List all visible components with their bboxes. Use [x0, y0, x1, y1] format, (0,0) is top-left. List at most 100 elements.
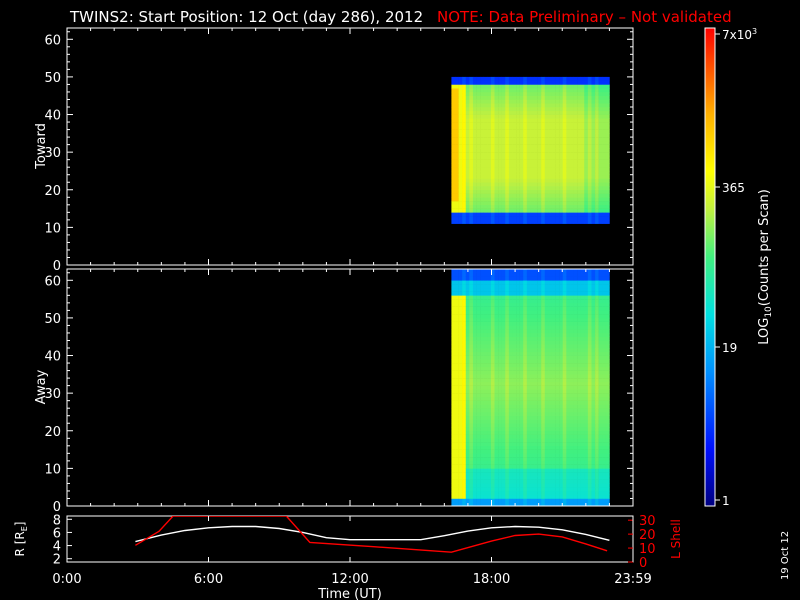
- heatmap-cell: [577, 163, 581, 168]
- heatmap-cell: [465, 348, 470, 353]
- heatmap-cell: [505, 351, 510, 356]
- heatmap-cell: [605, 325, 610, 330]
- heatmap-cell: [587, 321, 592, 326]
- heatmap-cell: [541, 107, 546, 112]
- heatmap-cell: [569, 276, 574, 281]
- heatmap-cell: [476, 434, 481, 439]
- heatmap-cell: [472, 430, 477, 435]
- heatmap-cell: [483, 329, 488, 334]
- heatmap-cell: [451, 125, 456, 130]
- heatmap-cell: [458, 336, 463, 341]
- heatmap-cell: [469, 438, 474, 443]
- heatmap-cell: [602, 272, 607, 277]
- heatmap-cell: [526, 178, 531, 183]
- heatmap-cell: [559, 408, 564, 413]
- heatmap-cell: [526, 340, 531, 345]
- heatmap-cell: [508, 137, 513, 142]
- heatmap-cell: [476, 460, 481, 465]
- heatmap-cell: [591, 336, 596, 341]
- heatmap-cell: [555, 103, 560, 108]
- heatmap-cell: [512, 122, 517, 127]
- heatmap-cell: [512, 306, 517, 311]
- heatmap-cell: [587, 457, 592, 462]
- heatmap-cell: [490, 91, 495, 97]
- heatmap-cell: [598, 332, 603, 338]
- heatmap-cell: [505, 174, 510, 179]
- heatmap-cell: [462, 216, 467, 221]
- heatmap-cell: [548, 276, 553, 281]
- heatmap-cell: [562, 114, 567, 119]
- heatmap-cell: [498, 498, 502, 503]
- heatmap-cell: [494, 329, 499, 334]
- heatmap-cell: [508, 363, 513, 368]
- heatmap-cell: [490, 370, 495, 375]
- heatmap-cell: [544, 84, 549, 89]
- orbit-right-tick-label: 30: [639, 514, 656, 529]
- heatmap-cell: [494, 430, 499, 435]
- heatmap-cell: [490, 430, 495, 435]
- heatmap-cell: [476, 306, 481, 311]
- heatmap-cell: [480, 385, 485, 390]
- heatmap-cell: [555, 189, 560, 194]
- colorbar-tick-label: 19: [722, 341, 737, 355]
- heatmap-cell: [451, 140, 456, 145]
- heatmap-cell: [573, 125, 578, 130]
- heatmap-cell: [516, 125, 520, 130]
- heatmap-cell: [519, 302, 524, 307]
- heatmap-cell: [476, 170, 481, 176]
- heatmap-cell: [494, 189, 499, 194]
- heatmap-cell: [530, 423, 535, 428]
- heatmap-cell: [465, 170, 470, 176]
- heatmap-cell: [595, 389, 599, 394]
- heatmap-cell: [569, 208, 574, 213]
- heatmap-cell: [595, 314, 599, 319]
- heatmap-cell: [526, 438, 531, 443]
- heatmap-cell: [595, 280, 599, 285]
- heatmap-cell: [569, 336, 574, 341]
- heatmap-cell: [487, 284, 492, 289]
- heatmap-cell: [458, 393, 463, 398]
- heatmap-cell: [591, 95, 596, 100]
- heatmap-cell: [519, 344, 524, 349]
- heatmap-cell: [523, 366, 528, 371]
- heatmap-cell: [501, 427, 506, 432]
- heatmap-cell: [487, 487, 492, 492]
- heatmap-cell: [472, 159, 477, 164]
- heatmap-cell: [501, 310, 506, 315]
- heatmap-cell: [469, 404, 474, 409]
- heatmap-cell: [451, 178, 456, 183]
- heatmap-cell: [480, 411, 485, 417]
- heatmap-cell: [548, 359, 553, 364]
- heatmap-cell: [605, 479, 610, 484]
- heatmap-cell: [569, 427, 574, 432]
- heatmap-cell: [472, 340, 477, 345]
- heatmap-cell: [451, 88, 456, 93]
- heatmap-cell: [551, 404, 556, 409]
- heatmap-cell: [562, 216, 567, 221]
- heatmap-cell: [526, 400, 531, 405]
- heatmap-cell: [605, 295, 610, 300]
- heatmap-cell: [559, 419, 564, 424]
- heatmap-cell: [508, 396, 513, 401]
- heatmap-cell: [591, 502, 596, 507]
- heatmap-cell: [562, 442, 567, 447]
- heatmap-cell: [569, 340, 574, 345]
- heatmap-cell: [602, 317, 607, 322]
- heatmap-cell: [472, 389, 477, 394]
- heatmap-cell: [476, 152, 481, 157]
- heatmap-cell: [602, 314, 607, 319]
- heatmap-cell: [469, 186, 474, 191]
- heatmap-cell: [455, 129, 459, 134]
- heatmap-cell: [501, 306, 506, 311]
- heatmap-cell: [476, 475, 481, 480]
- heatmap-cell: [534, 502, 538, 507]
- heatmap-cell: [551, 287, 556, 292]
- heatmap-cell: [544, 404, 549, 409]
- heatmap-cell: [523, 76, 528, 81]
- heatmap-cell: [580, 182, 585, 187]
- heatmap-cell: [526, 306, 531, 311]
- heatmap-cell: [462, 464, 467, 469]
- heatmap-cell: [519, 306, 524, 311]
- heatmap-cell: [541, 186, 546, 191]
- heatmap-cell: [605, 287, 610, 292]
